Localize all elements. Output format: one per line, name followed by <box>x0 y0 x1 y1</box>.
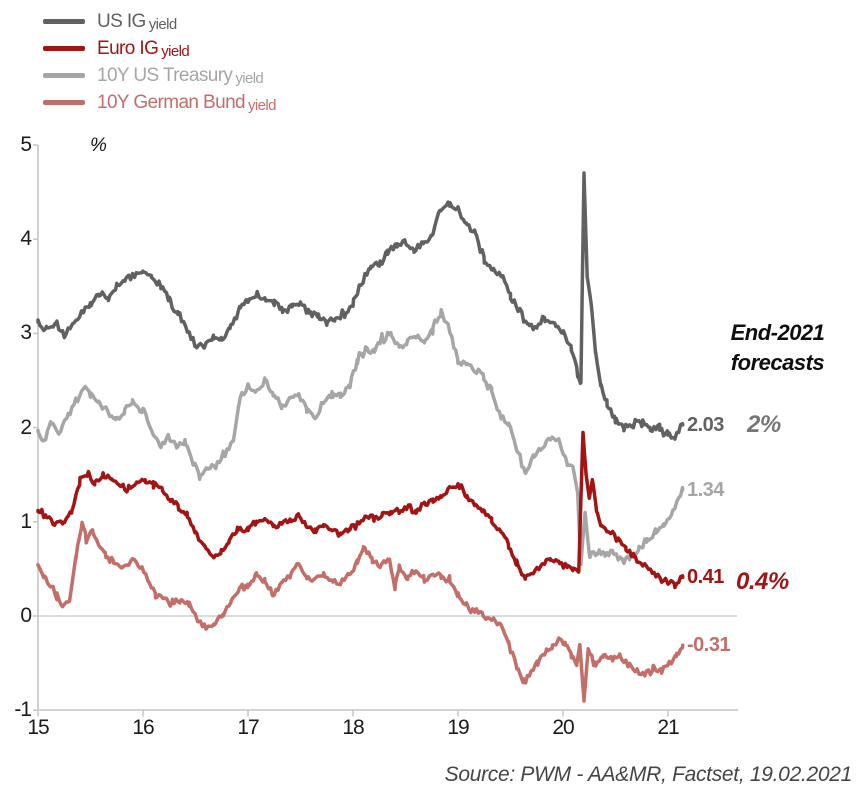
series-end-value-label: -0.31 <box>687 634 731 657</box>
series-end-value-label: 2.03 <box>687 413 724 436</box>
x-axis-tick-label: 18 <box>342 716 364 739</box>
legend-item-euro-ig: Euro IG yield <box>43 35 276 62</box>
series-forecast-label: 0.4% <box>736 568 789 596</box>
legend-label-sub: yield <box>148 15 177 33</box>
legend-label-euro-ig: Euro IG yield <box>97 37 190 60</box>
series-line-euro-ig <box>36 430 685 590</box>
x-axis-tick-label: 21 <box>657 716 679 739</box>
x-axis-tick-label: 15 <box>27 716 49 739</box>
us-treasury-line-swatch-icon <box>43 73 85 78</box>
legend-label-main: Euro IG <box>97 37 159 59</box>
legend-label-us-ig: US IG yield <box>97 11 177 33</box>
legend-label-main: 10Y US Treasury <box>97 64 233 86</box>
x-axis-tick-label: 19 <box>447 716 469 739</box>
y-axis-tick-label: 3 <box>20 321 32 345</box>
x-axis-tick-label: 16 <box>132 716 154 739</box>
legend-item-10y-us-treasury: 10Y US Treasury yield <box>43 62 276 89</box>
series-end-value-label: 1.34 <box>687 478 724 501</box>
y-axis-tick-label: 4 <box>20 227 32 251</box>
source-attribution: Source: PWM - AA&MR, Factset, 19.02.2021 <box>444 763 853 786</box>
legend-label-main: US IG <box>97 10 146 32</box>
y-axis-tick-label: 1 <box>20 509 32 533</box>
y-axis-tick-label: -1 <box>14 698 32 722</box>
legend-item-10y-german-bund: 10Y German Bund yield <box>43 89 276 116</box>
chart-legend: US IG yield Euro IG yield 10Y US Treasury y… <box>43 8 276 116</box>
forecast-note: End-2021 forecasts <box>715 318 840 378</box>
euro-ig-line-swatch-icon <box>43 46 85 51</box>
legend-label-sub: yield <box>235 69 264 87</box>
x-axis-tick-label: 20 <box>552 716 574 739</box>
series-line-10y-us-treasury <box>36 308 685 567</box>
series-line-us-ig <box>36 171 685 441</box>
forecast-note-line1: End-2021 <box>730 320 825 345</box>
legend-label-10y-us-treasury: 10Y US Treasury yield <box>97 64 264 87</box>
forecast-note-line2: forecasts <box>730 350 825 375</box>
german-bund-line-swatch-icon <box>43 100 85 105</box>
legend-item-us-ig: US IG yield <box>43 8 276 35</box>
series-line-10y-german-bund <box>36 520 685 703</box>
legend-label-10y-german-bund: 10Y German Bund yield <box>97 92 276 114</box>
y-axis-tick-label: 0 <box>20 604 32 627</box>
y-axis-tick-label: 5 <box>20 133 32 156</box>
series-forecast-label: 2% <box>747 410 781 438</box>
series-end-value-label: 0.41 <box>687 566 724 589</box>
legend-label-sub: yield <box>248 96 276 114</box>
legend-label-main: 10Y German Bund <box>97 91 246 113</box>
legend-label-sub: yield <box>161 42 190 60</box>
x-axis-tick-label: 17 <box>237 716 259 739</box>
us-ig-line-swatch-icon <box>43 19 85 24</box>
y-axis-unit-label: % <box>90 135 107 156</box>
y-axis-tick-label: 2 <box>20 415 32 439</box>
